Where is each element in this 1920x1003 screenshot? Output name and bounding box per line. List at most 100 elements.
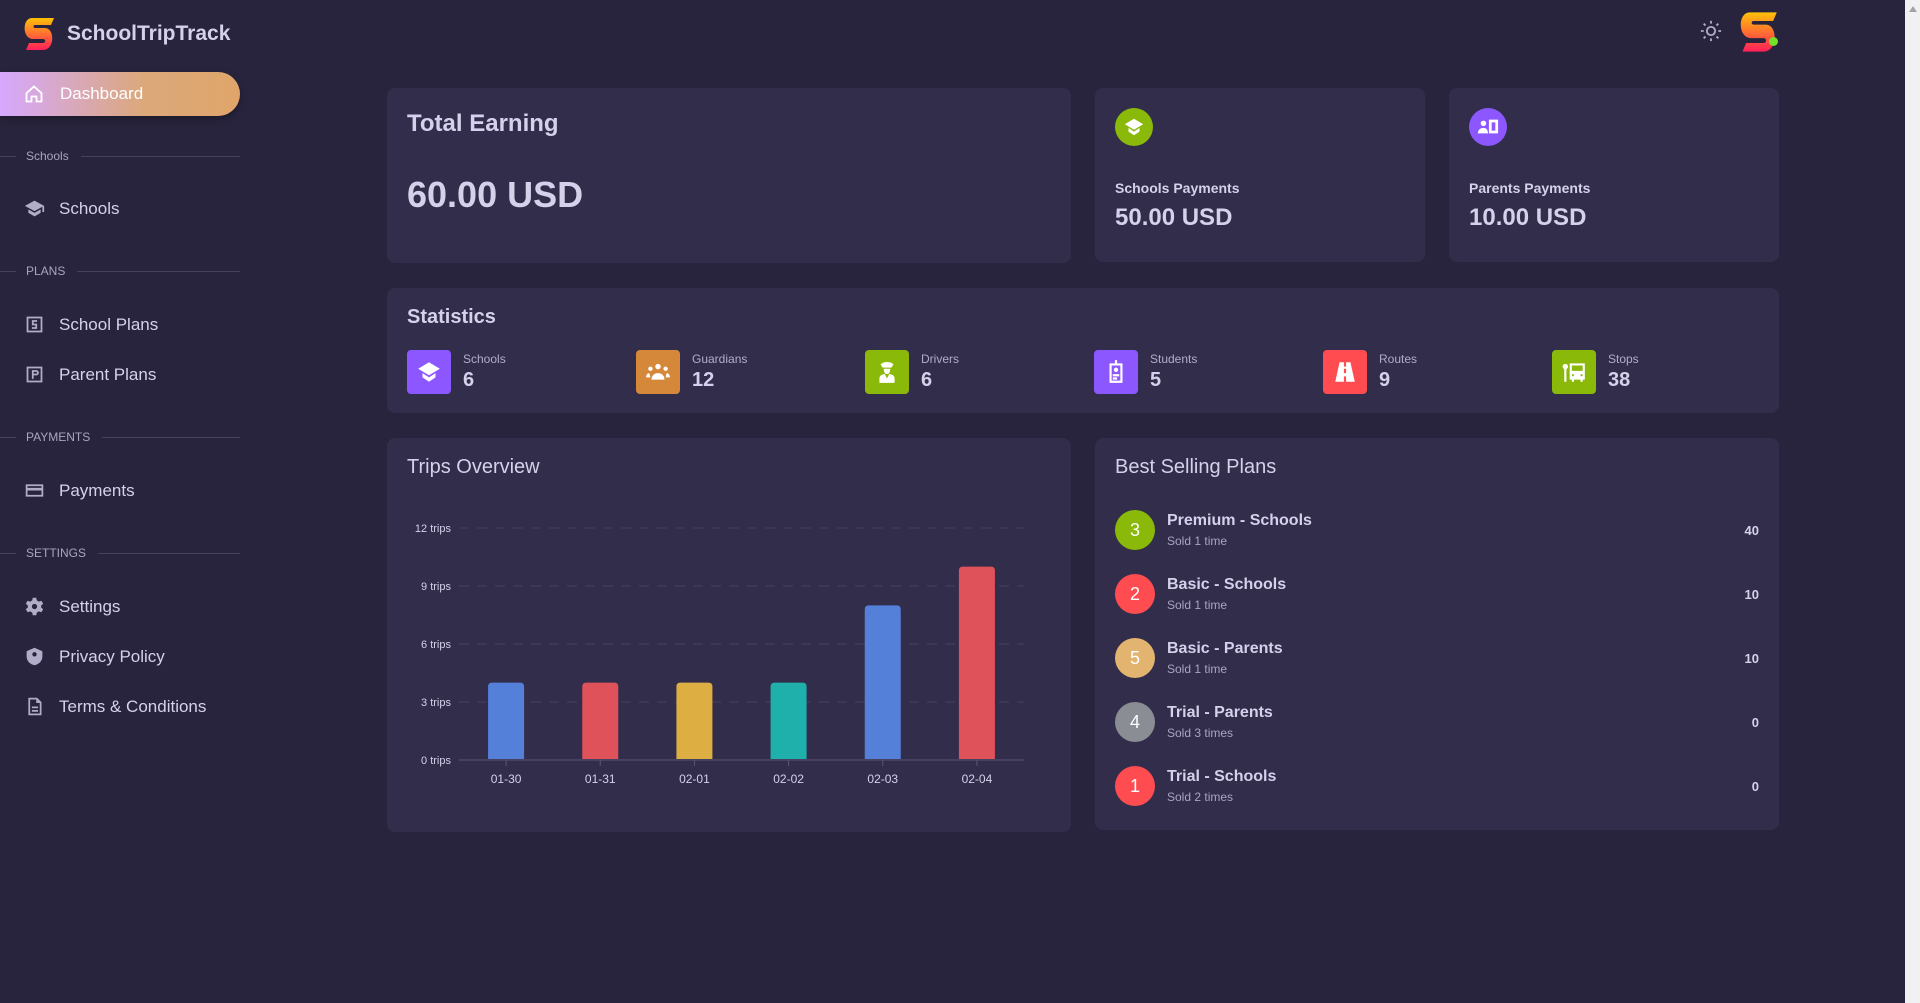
road-icon	[1323, 350, 1367, 394]
stat-stops: Stops 38	[1552, 350, 1639, 394]
avatar-logo-icon	[1740, 12, 1777, 52]
card-label: Parents Payments	[1469, 180, 1591, 196]
total-earning-value: 60.00 USD	[407, 174, 584, 215]
y-tick-label: 3 trips	[421, 697, 451, 709]
guardians-icon	[636, 350, 680, 394]
parent-plan-icon	[26, 366, 43, 383]
plan-price: 0	[1751, 714, 1759, 730]
school-plan-icon	[26, 316, 43, 333]
section-schools: Schools	[0, 149, 240, 163]
sidebar-item-parent-plans[interactable]: Parent Plans	[24, 364, 156, 385]
sidebar-item-payments[interactable]: Payments	[24, 480, 135, 501]
card-title: Statistics	[407, 306, 496, 328]
stat-drivers: Drivers 6	[865, 350, 959, 394]
schools-payments-value: 50.00 USD	[1115, 204, 1233, 231]
section-payments: PAYMENTS	[0, 430, 240, 444]
stat-routes: Routes 9	[1323, 350, 1417, 394]
stat-students: Students 5	[1094, 350, 1197, 394]
sidebar-item-label: Settings	[59, 596, 121, 616]
stat-label: Students	[1150, 352, 1198, 366]
x-tick-label: 02-04	[962, 772, 993, 786]
sidebar-item-label: Privacy Policy	[59, 646, 165, 666]
brand[interactable]: SchoolTripTrack	[24, 18, 230, 50]
x-tick-label: 01-31	[585, 772, 616, 786]
plan-sold-count: Sold 1 time	[1167, 662, 1228, 676]
plan-name: Basic - Parents	[1167, 640, 1283, 657]
x-tick-label: 02-02	[773, 772, 804, 786]
gear-icon	[25, 597, 44, 616]
sidebar-item-settings[interactable]: Settings	[24, 596, 120, 617]
bar-01-30	[488, 682, 525, 759]
section-label: PAYMENTS	[26, 430, 91, 444]
student-badge-icon	[1094, 350, 1138, 394]
stat-schools: Schools 6	[407, 350, 506, 394]
stat-value: 38	[1608, 369, 1631, 391]
plan-list-item: 3 Premium - Schools Sold 1 time 40	[1115, 510, 1759, 550]
total-earning-card: Total Earning 60.00 USD	[387, 88, 1071, 263]
y-tick-label: 0 trips	[421, 755, 451, 767]
stat-guardians: Guardians 12	[636, 350, 747, 394]
bar-02-01	[676, 682, 713, 759]
sidebar-item-label: Terms & Conditions	[59, 696, 207, 716]
section-label: PLANS	[26, 264, 66, 278]
bar-02-04	[958, 566, 995, 759]
stat-label: Routes	[1379, 352, 1418, 366]
parents-payments-value: 10.00 USD	[1469, 204, 1587, 231]
card-label: Schools Payments	[1115, 180, 1240, 196]
stat-value: 5	[1150, 369, 1162, 391]
plan-rank-badge: 4	[1115, 702, 1155, 742]
schools-payments-card: Schools Payments 50.00 USD	[1095, 88, 1425, 262]
x-tick-label: 02-03	[867, 772, 898, 786]
plan-price: 40	[1744, 522, 1759, 538]
chart-title: Trips Overview	[407, 456, 540, 478]
best-selling-plans-card: Best Selling Plans 3 Premium - Schools So…	[1095, 438, 1779, 830]
section-plans: PLANS	[0, 264, 240, 278]
plan-rank-badge: 5	[1115, 638, 1155, 678]
plan-list-item: 4 Trial - Parents Sold 3 times 0	[1115, 702, 1759, 742]
plan-rank-badge: 1	[1115, 766, 1155, 806]
section-label: SETTINGS	[26, 546, 87, 560]
card-title: Total Earning	[407, 110, 559, 137]
plan-name: Basic - Schools	[1167, 576, 1287, 593]
plan-list-item: 5 Basic - Parents Sold 1 time 10	[1115, 638, 1759, 678]
online-status-dot	[1769, 37, 1778, 46]
sidebar-item-label: Schools	[59, 198, 120, 218]
sidebar-item-label: Dashboard	[60, 84, 144, 103]
user-avatar[interactable]	[1740, 12, 1778, 52]
credit-card-icon	[25, 484, 44, 497]
sidebar-item-schools[interactable]: Schools	[24, 198, 119, 219]
trips-overview-card: Trips Overview 0 trips 3 trips 6 trips 9 tr…	[387, 438, 1071, 832]
school-icon	[1115, 108, 1153, 146]
stat-label: Schools	[463, 352, 506, 366]
plan-sold-count: Sold 1 time	[1167, 534, 1228, 548]
trips-chart: 0 trips 3 trips 6 trips 9 trips 12 trips 01-3…	[415, 523, 1024, 786]
document-icon	[28, 697, 42, 716]
stat-label: Guardians	[692, 352, 748, 366]
sidebar-item-label: Payments	[59, 480, 135, 500]
card-title: Best Selling Plans	[1115, 456, 1277, 478]
sidebar-item-dashboard[interactable]: Dashboard	[0, 72, 240, 116]
y-tick-label: 12 trips	[415, 523, 452, 535]
plan-list-item: 1 Trial - Schools Sold 2 times 0	[1115, 766, 1759, 806]
plan-price: 10	[1744, 586, 1759, 602]
school-icon	[407, 350, 451, 394]
plan-rank-badge: 3	[1115, 510, 1155, 550]
driver-icon	[865, 350, 909, 394]
scrollbar[interactable]	[1905, 0, 1920, 1003]
sidebar-item-terms[interactable]: Terms & Conditions	[24, 696, 206, 717]
scroll-up-arrow-icon[interactable]	[1908, 6, 1917, 12]
statistics-card: Statistics Schools 6 Guardians 12 Drivers 6…	[387, 288, 1779, 413]
bar-01-31	[582, 682, 619, 759]
school-icon	[24, 200, 45, 217]
plan-sold-count: Sold 2 times	[1167, 790, 1234, 804]
logo-icon	[24, 18, 54, 50]
sidebar-item-school-plans[interactable]: School Plans	[24, 314, 158, 335]
app-title: SchoolTripTrack	[67, 22, 231, 45]
parents-payments-card: Parents Payments 10.00 USD	[1449, 88, 1779, 262]
y-tick-label: 6 trips	[421, 639, 451, 651]
theme-toggle-sun-icon[interactable]	[1700, 20, 1722, 42]
sidebar-item-privacy-policy[interactable]: Privacy Policy	[24, 646, 165, 667]
parent-payment-icon	[1469, 108, 1507, 146]
bar-02-03	[864, 605, 901, 759]
bar-02-02	[770, 682, 807, 759]
